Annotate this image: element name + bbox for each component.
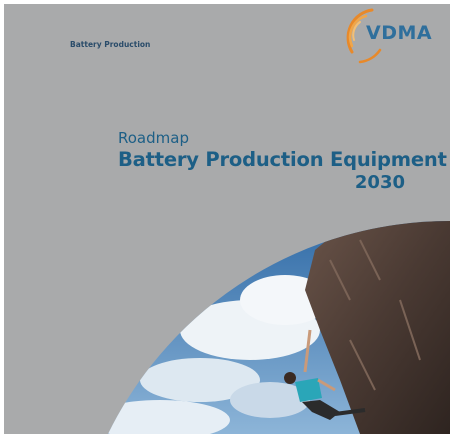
cover-art: [0, 0, 450, 434]
title-line: Battery Production Equipment: [118, 148, 447, 171]
title-line: Roadmap: [118, 129, 189, 147]
title-year: 2030: [355, 172, 405, 193]
logo-text: VDMA: [366, 22, 432, 44]
section-label: Battery Production: [70, 40, 150, 49]
cover: Battery Production VDMA Roadmap Battery …: [0, 0, 450, 434]
